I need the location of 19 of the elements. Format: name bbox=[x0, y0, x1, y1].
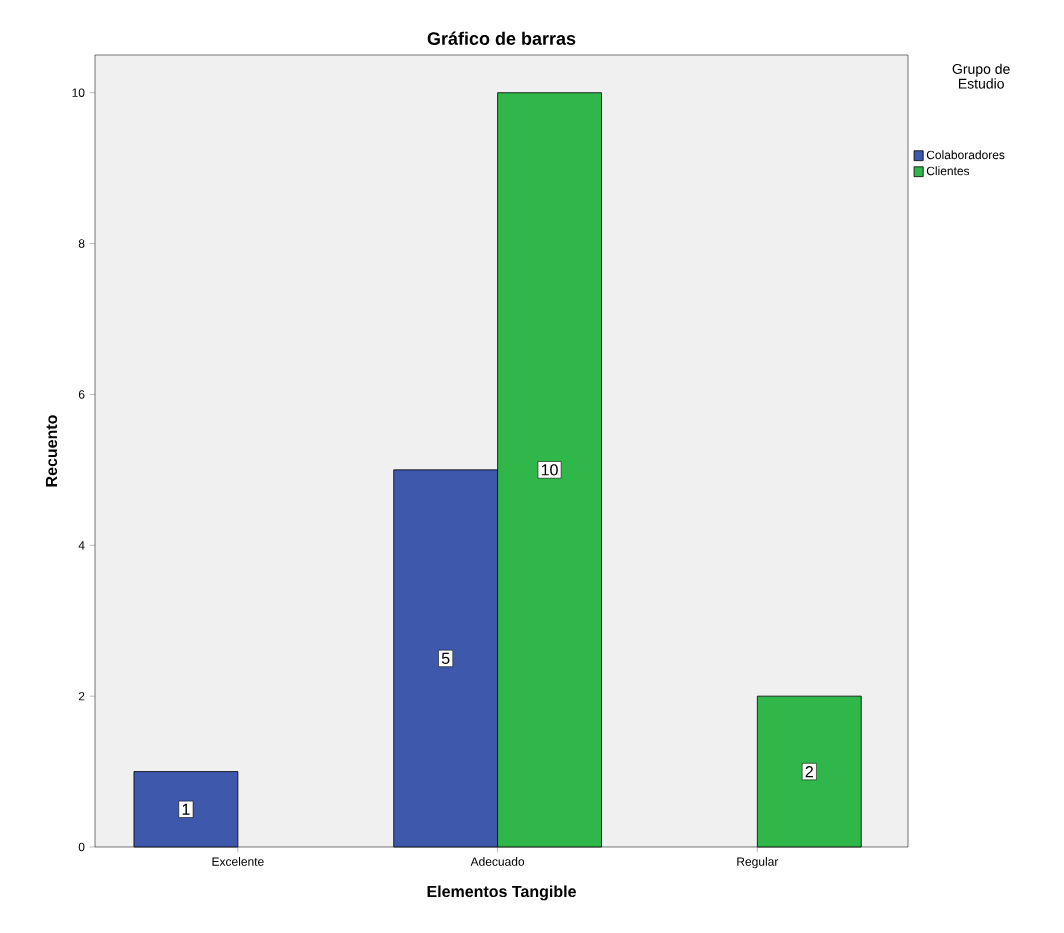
data-label: 1 bbox=[182, 803, 190, 815]
x-tick-label: Regular bbox=[737, 857, 779, 869]
y-tick-label: 4 bbox=[78, 541, 85, 550]
y-tick-label: 6 bbox=[78, 390, 85, 399]
y-tick-label: 10 bbox=[72, 88, 85, 97]
x-axis-title: Elementos Tangible bbox=[427, 885, 576, 901]
y-axis-title: Recuento bbox=[45, 415, 58, 487]
y-tick-label: 0 bbox=[78, 842, 85, 852]
x-tick-label: Excelente bbox=[212, 857, 264, 866]
data-label: 10 bbox=[541, 464, 558, 476]
chart-title: Gráfico de barras bbox=[427, 31, 576, 45]
x-tick-label: Adecuado bbox=[470, 857, 525, 866]
y-tick-label: 2 bbox=[78, 691, 85, 701]
data-label: 2 bbox=[805, 765, 813, 778]
legend-label: Colaboradores bbox=[926, 150, 1005, 160]
y-tick-label: 8 bbox=[78, 239, 85, 248]
legend-title: Grupo de Estudio bbox=[952, 63, 1010, 89]
legend-label: Clientes bbox=[926, 166, 970, 176]
data-label: 5 bbox=[441, 652, 450, 664]
